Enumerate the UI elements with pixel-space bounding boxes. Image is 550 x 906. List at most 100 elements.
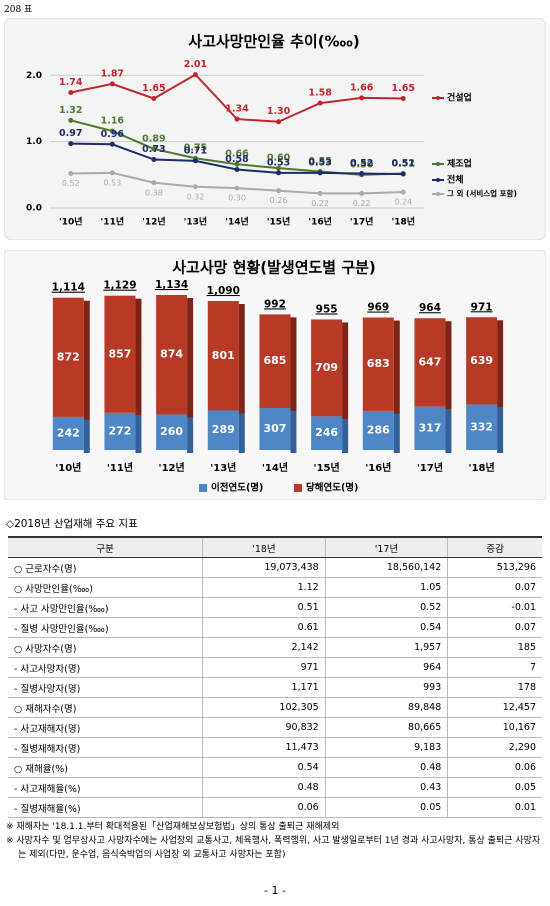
value-label: 0.60 xyxy=(267,153,291,164)
point xyxy=(317,170,323,176)
value-label: 0.96 xyxy=(101,129,125,140)
table-cell: 11,473 xyxy=(202,737,326,758)
total-label: 955 xyxy=(316,303,338,315)
bar-side xyxy=(135,415,142,453)
point xyxy=(359,95,365,101)
value-label: 0.30 xyxy=(228,194,246,203)
bar-segment xyxy=(466,404,498,450)
bar-segment xyxy=(104,295,136,413)
page-number: - 1 - xyxy=(264,884,286,897)
table-cell: 0.54 xyxy=(324,617,448,638)
value-label: 0.66 xyxy=(225,149,249,160)
table-cell: 12,457 xyxy=(447,697,542,718)
point xyxy=(68,117,74,123)
bar-segment xyxy=(259,408,291,450)
legend-label: 그 외 (서비스업 포함) xyxy=(447,188,517,198)
value-label: 801 xyxy=(212,349,235,362)
table-cell: 185 xyxy=(447,637,542,658)
table-cell: 0.43 xyxy=(324,777,448,798)
value-label: 0.24 xyxy=(394,198,412,207)
table-cell: 178 xyxy=(447,677,542,698)
value-label: 857 xyxy=(108,347,131,360)
x-tick-label: '11년 xyxy=(107,461,133,474)
value-label: 1.65 xyxy=(391,83,414,94)
table-cell: 90,832 xyxy=(202,717,326,738)
table-cell: 0.06 xyxy=(447,757,542,778)
table-cell: ○ 사망자수(명) xyxy=(8,637,203,658)
bar-segment xyxy=(362,410,394,450)
table-cell: 0.48 xyxy=(324,757,448,778)
value-label: 1.66 xyxy=(350,82,374,93)
table-cell: 0.07 xyxy=(447,577,542,598)
value-label: 0.53 xyxy=(308,157,331,168)
table-cell: - 사고재해율(%) xyxy=(8,777,203,798)
legend-label: 전체 xyxy=(447,174,464,186)
table-cell: ○ 재해율(%) xyxy=(8,757,203,778)
value-label: 0.71 xyxy=(184,145,207,156)
point xyxy=(151,96,157,101)
value-label: 0.58 xyxy=(225,154,249,165)
value-label: 0.26 xyxy=(270,196,288,205)
table-cell: 2,142 xyxy=(202,637,326,658)
point xyxy=(234,167,240,173)
bar-side xyxy=(393,320,400,414)
x-tick-label: '17년 xyxy=(350,216,374,228)
legend-marker xyxy=(436,192,440,196)
total-label: 964 xyxy=(419,302,441,314)
point xyxy=(192,72,198,78)
x-tick-label: '18년 xyxy=(391,216,415,228)
bar-side xyxy=(83,300,90,420)
x-tick-label: '13년 xyxy=(210,461,236,474)
bar-segment xyxy=(156,295,188,415)
x-tick-label: '16년 xyxy=(308,216,332,228)
x-tick-label: '14년 xyxy=(262,461,288,474)
table-cell: 0.05 xyxy=(324,797,448,818)
y-tick-label: 2.0 xyxy=(26,71,42,81)
bar-segment xyxy=(156,414,188,450)
table-cell: 1,957 xyxy=(324,637,448,658)
section-title: ◇2018년 산업재해 주요 지표 xyxy=(6,518,138,530)
value-label: 260 xyxy=(160,425,183,438)
x-tick-label: '17년 xyxy=(417,461,443,474)
value-label: 872 xyxy=(57,350,80,363)
value-label: 0.52 xyxy=(350,158,373,169)
table-cell: 7 xyxy=(447,657,542,678)
table-cell: ○ 재해자수(명) xyxy=(8,697,203,718)
value-label: 0.89 xyxy=(142,133,165,144)
point xyxy=(400,96,406,101)
value-label: 0.53 xyxy=(267,157,290,168)
x-tick-label: '12년 xyxy=(142,216,166,228)
table-cell: 80,665 xyxy=(324,717,448,738)
indicator-table: 구분 '18년 '17년 증감 ○ 근로자수(명) 19,073,438 18,560,14… xyxy=(8,536,542,818)
value-label: 0.97 xyxy=(59,128,82,139)
column-header: '18년 xyxy=(202,536,326,558)
bar-side xyxy=(342,419,349,453)
bar-side xyxy=(290,411,297,453)
value-label: 0.53 xyxy=(103,178,121,187)
table-cell: 0.52 xyxy=(324,597,448,618)
table-cell: 0.07 xyxy=(447,617,542,638)
bar-side xyxy=(187,298,194,418)
legend-label: 건설업 xyxy=(447,92,472,104)
point xyxy=(68,90,74,96)
table-cell: 971 xyxy=(202,657,326,678)
table-row: ○ 재해율(%) 0.54 0.48 0.06 xyxy=(8,757,542,778)
value-label: 0.32 xyxy=(187,192,205,201)
x-tick-label: '16년 xyxy=(365,461,391,474)
bar-side xyxy=(187,417,194,453)
value-label: 307 xyxy=(263,422,286,435)
legend-swatch xyxy=(199,484,207,492)
table-row: - 사고사망자(명) 971 964 7 xyxy=(8,657,542,678)
bar-side xyxy=(445,321,452,410)
table-cell: 19,073,438 xyxy=(202,557,326,578)
table-row: ○ 사망만인율(‱) 1.12 1.05 0.07 xyxy=(8,577,542,598)
point xyxy=(234,161,240,167)
table-cell: 993 xyxy=(324,677,448,698)
total-label: 1,114 xyxy=(52,282,85,294)
point xyxy=(151,146,157,152)
notes: ※ 재해자는 '18.1.1.부터 확대적용된「산업재해보상보험법」상의 통상 … xyxy=(6,820,544,862)
point xyxy=(192,158,198,164)
table-cell: 964 xyxy=(324,657,448,678)
point xyxy=(109,170,115,176)
